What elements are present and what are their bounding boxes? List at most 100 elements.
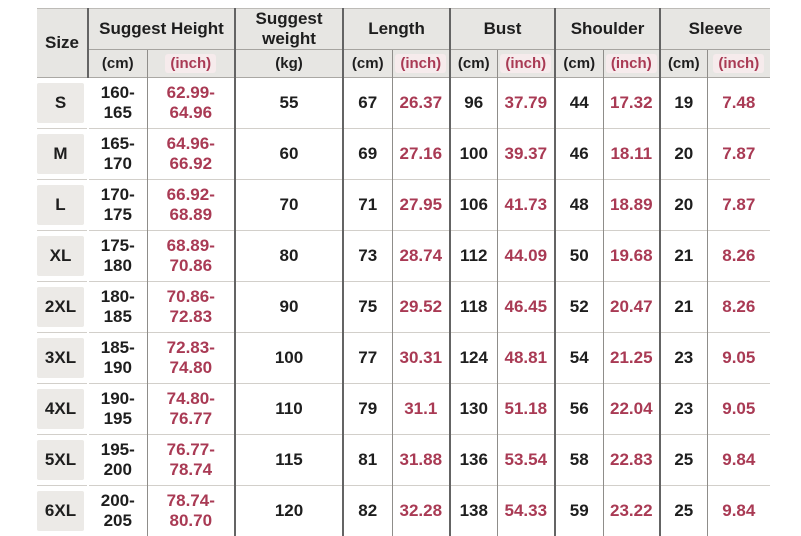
weight-kg-cell: 60 <box>235 129 343 180</box>
length-cm-cell: 75 <box>343 282 392 333</box>
shoulder-cm-cell: 56 <box>555 384 603 435</box>
bust-cm-cell: 106 <box>450 180 497 231</box>
bust-inch-cell: 53.54 <box>497 435 555 486</box>
length-inch-cell: 26.37 <box>392 78 450 129</box>
subheader-length-inch: (inch) <box>392 50 450 78</box>
sleeve-cm-cell: 21 <box>660 231 707 282</box>
size-cell: 5XL <box>37 435 88 486</box>
table-row: 5XL 195-200 76.77-78.74 115 81 31.88 136… <box>37 435 770 486</box>
length-cm-cell: 81 <box>343 435 392 486</box>
shoulder-inch-cell: 22.04 <box>603 384 660 435</box>
length-cm-cell: 67 <box>343 78 392 129</box>
height-inch-cell: 78.74-80.70 <box>147 486 235 536</box>
col-group-suggest-weight: Suggest weight <box>235 9 343 50</box>
table-row: S 160-165 62.99-64.96 55 67 26.37 96 37.… <box>37 78 770 129</box>
size-cell: 6XL <box>37 486 88 536</box>
sleeve-inch-cell: 8.26 <box>707 231 770 282</box>
length-inch-cell: 28.74 <box>392 231 450 282</box>
col-header-size: Size <box>37 9 88 78</box>
size-cell: 2XL <box>37 282 88 333</box>
length-cm-cell: 82 <box>343 486 392 536</box>
group-header-row: Size Suggest Height Suggest weight Lengt… <box>37 9 770 50</box>
table-row: 2XL 180-185 70.86-72.83 90 75 29.52 118 … <box>37 282 770 333</box>
height-cm-cell: 185-190 <box>88 333 147 384</box>
size-label-chip: XL <box>37 236 84 276</box>
col-group-sleeve: Sleeve <box>660 9 770 50</box>
inch-label: (inch) <box>500 54 551 73</box>
length-inch-cell: 30.31 <box>392 333 450 384</box>
bust-inch-cell: 41.73 <box>497 180 555 231</box>
sleeve-cm-cell: 19 <box>660 78 707 129</box>
size-chart-table: Size Suggest Height Suggest weight Lengt… <box>37 8 770 536</box>
subheader-shoulder-inch: (inch) <box>603 50 660 78</box>
table-row: 6XL 200-205 78.74-80.70 120 82 32.28 138… <box>37 486 770 536</box>
length-inch-cell: 27.95 <box>392 180 450 231</box>
shoulder-inch-cell: 22.83 <box>603 435 660 486</box>
height-inch-cell: 68.89-70.86 <box>147 231 235 282</box>
sleeve-cm-cell: 23 <box>660 384 707 435</box>
table-row: M 165-170 64.96-66.92 60 69 27.16 100 39… <box>37 129 770 180</box>
bust-cm-cell: 136 <box>450 435 497 486</box>
subheader-sleeve-inch: (inch) <box>707 50 770 78</box>
height-cm-cell: 165-170 <box>88 129 147 180</box>
height-inch-cell: 74.80-76.77 <box>147 384 235 435</box>
table-row: 3XL 185-190 72.83-74.80 100 77 30.31 124… <box>37 333 770 384</box>
shoulder-cm-cell: 54 <box>555 333 603 384</box>
weight-kg-cell: 90 <box>235 282 343 333</box>
height-inch-cell: 70.86-72.83 <box>147 282 235 333</box>
shoulder-inch-cell: 19.68 <box>603 231 660 282</box>
height-inch-cell: 62.99-64.96 <box>147 78 235 129</box>
bust-inch-cell: 44.09 <box>497 231 555 282</box>
subheader-weight-kg: (kg) <box>235 50 343 78</box>
size-label-chip: L <box>37 185 84 225</box>
inch-label: (inch) <box>713 54 764 73</box>
size-label-chip: S <box>37 83 84 123</box>
sub-header-row: (cm) (inch) (kg) (cm) (inch) (cm) (inch)… <box>37 50 770 78</box>
size-cell: XL <box>37 231 88 282</box>
shoulder-inch-cell: 18.89 <box>603 180 660 231</box>
inch-label: (inch) <box>395 54 446 73</box>
sleeve-cm-cell: 21 <box>660 282 707 333</box>
bust-cm-cell: 112 <box>450 231 497 282</box>
sleeve-inch-cell: 9.84 <box>707 486 770 536</box>
col-group-length: Length <box>343 9 450 50</box>
shoulder-cm-cell: 58 <box>555 435 603 486</box>
size-label-chip: 4XL <box>37 389 84 429</box>
size-label-chip: M <box>37 134 84 174</box>
subheader-height-cm: (cm) <box>88 50 147 78</box>
bust-cm-cell: 130 <box>450 384 497 435</box>
length-inch-cell: 31.88 <box>392 435 450 486</box>
subheader-sleeve-cm: (cm) <box>660 50 707 78</box>
sleeve-inch-cell: 9.84 <box>707 435 770 486</box>
weight-kg-cell: 70 <box>235 180 343 231</box>
bust-cm-cell: 138 <box>450 486 497 536</box>
weight-kg-cell: 120 <box>235 486 343 536</box>
length-cm-cell: 79 <box>343 384 392 435</box>
size-cell: M <box>37 129 88 180</box>
size-label-chip: 6XL <box>37 491 84 531</box>
shoulder-cm-cell: 50 <box>555 231 603 282</box>
height-cm-cell: 170-175 <box>88 180 147 231</box>
subheader-length-cm: (cm) <box>343 50 392 78</box>
weight-kg-cell: 100 <box>235 333 343 384</box>
subheader-shoulder-cm: (cm) <box>555 50 603 78</box>
table-row: XL 175-180 68.89-70.86 80 73 28.74 112 4… <box>37 231 770 282</box>
table-row: L 170-175 66.92-68.89 70 71 27.95 106 41… <box>37 180 770 231</box>
col-group-shoulder: Shoulder <box>555 9 660 50</box>
shoulder-inch-cell: 21.25 <box>603 333 660 384</box>
height-inch-cell: 76.77-78.74 <box>147 435 235 486</box>
height-cm-cell: 175-180 <box>88 231 147 282</box>
bust-inch-cell: 51.18 <box>497 384 555 435</box>
sleeve-inch-cell: 8.26 <box>707 282 770 333</box>
weight-kg-cell: 80 <box>235 231 343 282</box>
shoulder-inch-cell: 20.47 <box>603 282 660 333</box>
col-group-bust: Bust <box>450 9 555 50</box>
size-cell: L <box>37 180 88 231</box>
size-label-chip: 3XL <box>37 338 84 378</box>
shoulder-cm-cell: 46 <box>555 129 603 180</box>
length-cm-cell: 71 <box>343 180 392 231</box>
length-inch-cell: 27.16 <box>392 129 450 180</box>
height-cm-cell: 190-195 <box>88 384 147 435</box>
sleeve-inch-cell: 9.05 <box>707 333 770 384</box>
